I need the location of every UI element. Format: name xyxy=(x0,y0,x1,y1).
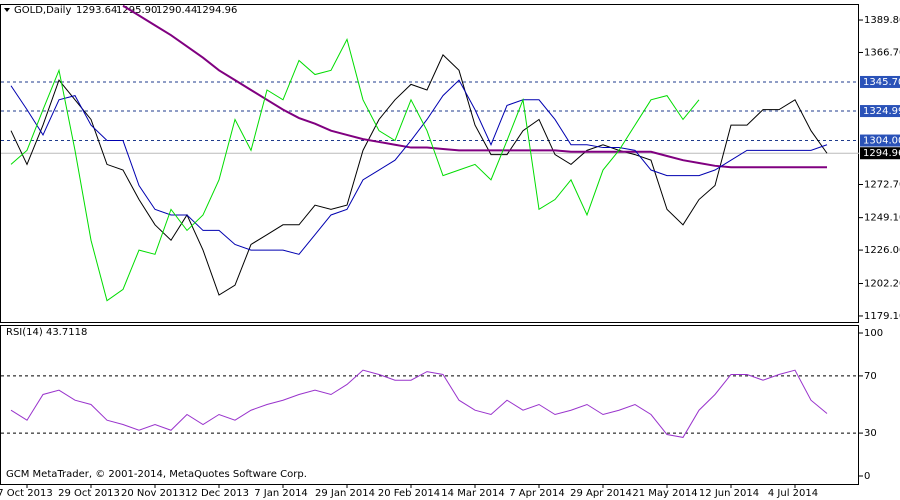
x-tick-label: 12 Dec 2013 xyxy=(185,488,249,499)
y-tick-label: 1226.00 xyxy=(864,245,900,256)
y-tick-label: 70 xyxy=(864,371,877,382)
symbol: GOLD,Daily xyxy=(14,5,71,16)
x-tick-label: 14 Mar 2014 xyxy=(441,488,504,499)
level-label-box xyxy=(860,134,900,147)
x-tick-label: 21 May 2014 xyxy=(632,488,697,499)
x-tick-label: 7 Jan 2014 xyxy=(254,488,308,499)
last-price-box xyxy=(860,147,900,160)
x-tick-label: 29 Apr 2014 xyxy=(570,488,632,499)
price-panel-frame xyxy=(0,4,859,323)
x-tick-label: 20 Feb 2014 xyxy=(378,488,440,499)
rsi-panel-frame xyxy=(0,325,859,485)
footer: GCM MetaTrader, © 2001-2014, MetaQuotes … xyxy=(6,469,307,480)
x-tick-label: 7 Oct 2013 xyxy=(0,488,53,499)
ohlc-open: 1293.64 xyxy=(76,5,117,16)
level-label: 1345.70 xyxy=(863,77,900,88)
y-tick-label: 1202.20 xyxy=(864,279,900,290)
y-tick-label: 1366.70 xyxy=(864,47,900,58)
y-tick-label: 1179.10 xyxy=(864,311,900,322)
y-tick-label: 100 xyxy=(864,328,883,339)
level-label: 1324.99 xyxy=(863,106,900,117)
menu-arrow xyxy=(4,8,10,12)
series-line xyxy=(10,38,700,302)
series-line xyxy=(10,369,828,438)
level-label-box xyxy=(860,105,900,118)
x-tick-label: 29 Jan 2014 xyxy=(315,488,375,499)
series-line xyxy=(10,79,828,255)
y-tick-label: 1272.70 xyxy=(864,179,900,190)
ohlc-low: 1290.44 xyxy=(156,5,197,16)
rsi-title: RSI(14) 43.7118 xyxy=(6,327,87,338)
level-label: 1304.00 xyxy=(863,136,900,147)
y-tick-label: 30 xyxy=(864,428,877,439)
x-tick-label: 4 Jul 2014 xyxy=(768,488,818,499)
x-tick-label: 7 Apr 2014 xyxy=(509,488,564,499)
series-line xyxy=(10,54,828,296)
last-price-label: 1294.96 xyxy=(863,148,900,159)
x-tick-label: 12 Jun 2014 xyxy=(699,488,759,499)
ohlc-close: 1294.96 xyxy=(196,5,237,16)
ohlc-high: 1295.90 xyxy=(116,5,157,16)
x-tick-label: 29 Oct 2013 xyxy=(58,488,120,499)
x-tick-label: 20 Nov 2013 xyxy=(121,488,185,499)
series-line xyxy=(122,4,827,169)
y-tick-label: 1249.10 xyxy=(864,213,900,224)
level-label-box xyxy=(860,75,900,88)
y-tick-label: 0 xyxy=(864,471,870,482)
y-tick-label: 1389.80 xyxy=(864,15,900,26)
